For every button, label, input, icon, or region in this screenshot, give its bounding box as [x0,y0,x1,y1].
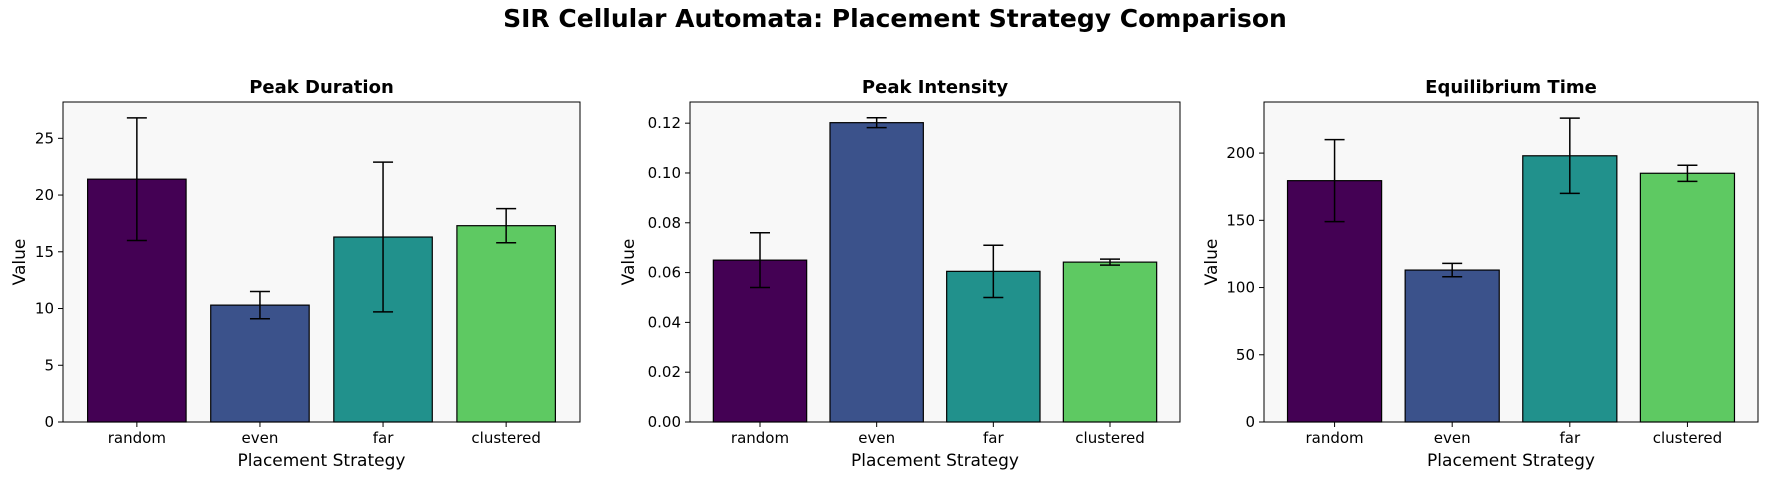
error-bar-far [983,244,1004,299]
bar-even [210,304,310,423]
chart-panel-3: 0 50 100 150 200 random even far clustered Equili… [1202,77,1759,471]
bar-clustered [1639,172,1736,423]
x-tick-label-clustered: clustered [1075,429,1144,447]
axes-frame [689,101,1181,423]
y-tick-label: 0.06 [648,264,681,282]
y-tick-label: 150 [1226,211,1255,229]
x-tick-label-far: far [1559,429,1580,447]
x-tick-label-clustered: clustered [1653,429,1722,447]
x-tick-label-even: even [1434,429,1471,447]
figure-title: SIR Cellular Automata: Placement Strateg… [503,4,1287,33]
y-axis-label: Value [10,239,30,286]
x-tick-label-far: far [373,429,394,447]
x-tick-label-clustered: clustered [471,429,540,447]
error-bar-even [1442,262,1463,278]
y-tick-label: 5 [44,356,54,374]
y-tick-label: 50 [1236,346,1255,364]
axes-frame [1263,101,1759,423]
bar-clustered [1062,261,1158,423]
y-tick-label: 15 [35,243,54,261]
y-tick-label: 200 [1226,144,1255,162]
error-bar-clustered [1677,164,1698,183]
x-tick-label-far: far [983,429,1004,447]
axes-frame [62,101,581,423]
x-tick-label-even: even [242,429,279,447]
error-bar-random [750,231,770,289]
x-axis-label: Placement Strategy [851,451,1019,471]
bar-clustered [456,225,556,423]
error-bar-even [249,290,270,320]
y-tick-label: 100 [1226,279,1255,297]
error-bar-random [126,117,147,242]
y-tick-label: 25 [35,129,54,147]
error-bar-random [1324,138,1345,223]
y-tick-label: 20 [35,186,54,204]
x-axis-label: Placement Strategy [238,451,406,471]
y-tick-label: 0.02 [648,363,681,381]
x-tick-label-random: random [731,429,789,447]
error-bar-even [866,116,887,129]
x-tick-label-random: random [108,429,166,447]
y-tick-label: 0.10 [648,164,681,182]
chart-title: Peak Intensity [862,77,1008,98]
error-bar-clustered [1100,258,1120,266]
error-bar-far [373,161,394,313]
y-tick-label: 0.04 [648,313,681,331]
x-tick-label-even: even [858,429,895,447]
chart-title: Peak Duration [249,77,394,98]
x-axis-label: Placement Strategy [1427,451,1595,471]
x-tick-label-random: random [1305,429,1363,447]
bar-even [1404,269,1500,423]
bar-even [829,122,924,423]
y-tick-label: 0.08 [648,214,681,232]
error-bar-clustered [496,207,517,244]
y-axis-label: Value [1202,239,1222,286]
y-tick-label: 0.00 [648,413,681,431]
chart-panel-1: 0 5 10 15 20 25 random even far clustered Peak Dur… [10,77,581,471]
y-tick-label: 10 [35,300,54,318]
y-axis-label: Value [619,239,639,286]
y-tick-label: 0.12 [648,114,681,132]
error-bar-far [1559,117,1580,195]
y-tick-label: 0 [44,413,54,431]
bar-far [1522,155,1618,423]
chart-title: Equilibrium Time [1425,77,1597,98]
y-tick-label: 0 [1245,413,1255,431]
chart-panel-2: 0.00 0.02 0.04 0.06 0.08 0.10 0.12 random even fa… [619,77,1181,471]
